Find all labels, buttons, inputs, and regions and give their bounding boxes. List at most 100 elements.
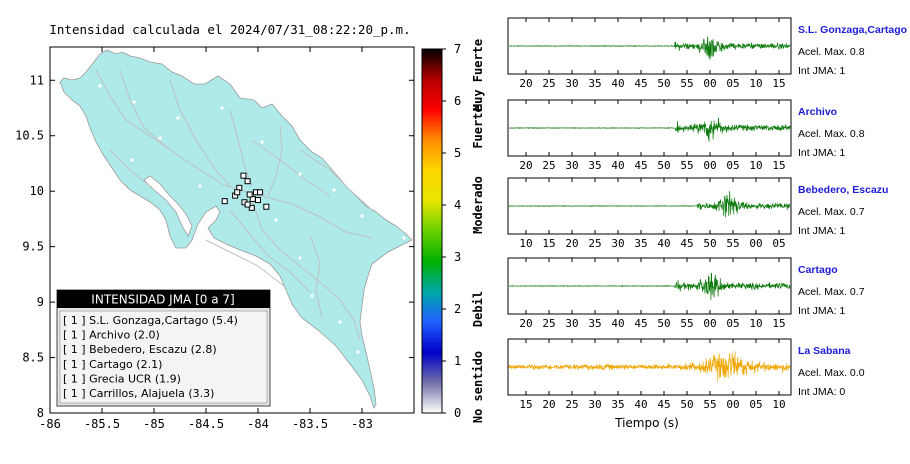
time-tick-label: 05 — [749, 398, 762, 411]
colorbar-tick-label: 3 — [454, 250, 461, 264]
station-marker — [240, 172, 247, 179]
colorbar-label: Fuerte — [471, 105, 485, 148]
time-tick-label: 20 — [519, 159, 532, 172]
map-x-tick-label: -83.5 — [292, 417, 328, 431]
map-title: Intensidad calculada el 2024/07/31_08:22… — [49, 22, 410, 37]
colorbar-tick-label: 6 — [454, 94, 461, 108]
seismogram-1: 20 25 30 35 40 45 50 55 00 05 10 15 Archivo Acel. Max… — [507, 99, 865, 172]
time-axis-label: Tiempo (s) — [614, 416, 679, 430]
time-tick-label: 50 — [703, 237, 716, 250]
time-tick-label: 55 — [726, 237, 739, 250]
colorbar-tick-label: 4 — [454, 198, 461, 212]
time-tick-label: 20 — [565, 237, 578, 250]
seismogram-2: 10 15 20 25 30 35 40 45 50 55 00 05 Bebedero, Escazu… — [507, 177, 888, 250]
time-tick-label: 45 — [680, 237, 693, 250]
legend-body — [59, 310, 268, 404]
map-x-tick-label: -86 — [39, 417, 61, 431]
time-tick-label: 40 — [611, 317, 624, 330]
time-tick-label: 55 — [680, 159, 693, 172]
time-tick-label: 20 — [542, 398, 555, 411]
time-tick-label: 25 — [542, 77, 555, 90]
time-tick-label: 40 — [634, 398, 647, 411]
time-tick-label: 50 — [657, 77, 670, 90]
colorbar-label: Moderado — [471, 176, 485, 234]
station-marker — [246, 191, 253, 198]
colorbar-tick-label: 7 — [454, 42, 461, 56]
colorbar-tick-label: 1 — [454, 354, 461, 368]
time-tick-label: 05 — [726, 77, 739, 90]
time-tick-label: 40 — [657, 237, 670, 250]
time-tick-label: 00 — [703, 317, 716, 330]
legend-item: [ 1 ] Grecia UCR (1.9) — [63, 372, 181, 385]
time-tick-label: 10 — [749, 77, 762, 90]
station-acel: Acel. Max. 0.8 — [798, 46, 865, 58]
time-tick-label: 15 — [772, 77, 785, 90]
time-tick-label: 05 — [772, 237, 785, 250]
colorbar-tick-label: 2 — [454, 302, 461, 316]
city-dots — [98, 84, 406, 354]
time-tick-label: 30 — [565, 159, 578, 172]
time-tick-label: 45 — [634, 77, 647, 90]
legend-item: [ 1 ] S.L. Gonzaga,Cartago (5.4) — [63, 314, 238, 327]
time-tick-label: 35 — [634, 237, 647, 250]
legend-item: [ 1 ] Cartago (2.1) — [63, 358, 162, 371]
map-x-tick-label: -83 — [351, 417, 373, 431]
seismogram-3: 20 25 30 35 40 45 50 55 00 05 10 15 Cartago Acel. Max… — [507, 257, 865, 330]
time-tick-label: 00 — [703, 77, 716, 90]
gulf-of-nicoya — [143, 175, 193, 237]
time-tick-label: 40 — [611, 77, 624, 90]
time-tick-label: 25 — [588, 237, 601, 250]
time-tick-label: 10 — [749, 317, 762, 330]
colorbar-label: No sentido — [471, 351, 485, 423]
seismogram-0: 20 25 30 35 40 45 50 55 00 05 10 15 S.L. Gonzaga,Car… — [507, 17, 907, 90]
time-tick-label: 35 — [588, 317, 601, 330]
time-tick-label: 15 — [772, 159, 785, 172]
road-network — [95, 69, 373, 341]
station-name: Cartago — [798, 264, 838, 276]
station-marker — [244, 178, 251, 185]
seismogram-panels: 20 25 30 35 40 45 50 55 00 05 10 15 S.L. Gonzaga,Car… — [507, 17, 907, 411]
time-tick-label: 25 — [565, 398, 578, 411]
waveform — [508, 191, 791, 218]
time-tick-label: 15 — [772, 317, 785, 330]
station-name: S.L. Gonzaga,Cartago — [798, 24, 907, 36]
time-tick-label: 50 — [657, 317, 670, 330]
station-jma: Int JMA: 1 — [798, 147, 845, 159]
time-tick-label: 45 — [634, 159, 647, 172]
station-marker — [255, 197, 261, 204]
time-tick-label: 05 — [726, 317, 739, 330]
time-tick-label: 00 — [749, 237, 762, 250]
seismogram-4: 15 20 25 30 35 40 45 50 55 00 05 10 La Sabana Acel. M… — [507, 338, 865, 411]
map-y-tick-label: 10 — [30, 184, 44, 198]
colorbar-tick-label: 0 — [454, 406, 461, 420]
waveform — [508, 272, 791, 300]
time-tick-label: 25 — [542, 159, 555, 172]
colorbar-label: Debil — [471, 291, 485, 327]
map-y-tick-label: 9 — [37, 295, 44, 309]
time-tick-label: 55 — [680, 317, 693, 330]
legend-title: INTENSIDAD JMA [0 a 7] — [91, 293, 234, 307]
time-tick-label: 30 — [588, 398, 601, 411]
legend-item: [ 1 ] Archivo (2.0) — [63, 329, 160, 342]
time-tick-label: 10 — [519, 237, 532, 250]
map-y-tick-label: 8 — [37, 406, 44, 420]
station-marker — [234, 189, 241, 196]
time-tick-label: 30 — [565, 77, 578, 90]
waveform — [508, 117, 791, 142]
costa-rica-land — [59, 49, 413, 410]
station-jma: Int JMA: 0 — [798, 386, 845, 398]
colorbar-tick-label: 5 — [454, 146, 461, 160]
time-tick-label: 20 — [519, 77, 532, 90]
time-tick-label: 25 — [542, 317, 555, 330]
map-y-tick-label: 11 — [30, 73, 44, 87]
map-y-tick-label: 8.5 — [22, 351, 44, 365]
time-tick-label: 05 — [726, 159, 739, 172]
station-marker — [244, 201, 251, 208]
colorbar-ticks: 7 6 5 4 3 2 1 0 — [442, 42, 461, 420]
station-name: La Sabana — [798, 345, 851, 357]
station-markers — [221, 172, 270, 211]
station-acel: Acel. Max. 0.7 — [798, 286, 865, 298]
